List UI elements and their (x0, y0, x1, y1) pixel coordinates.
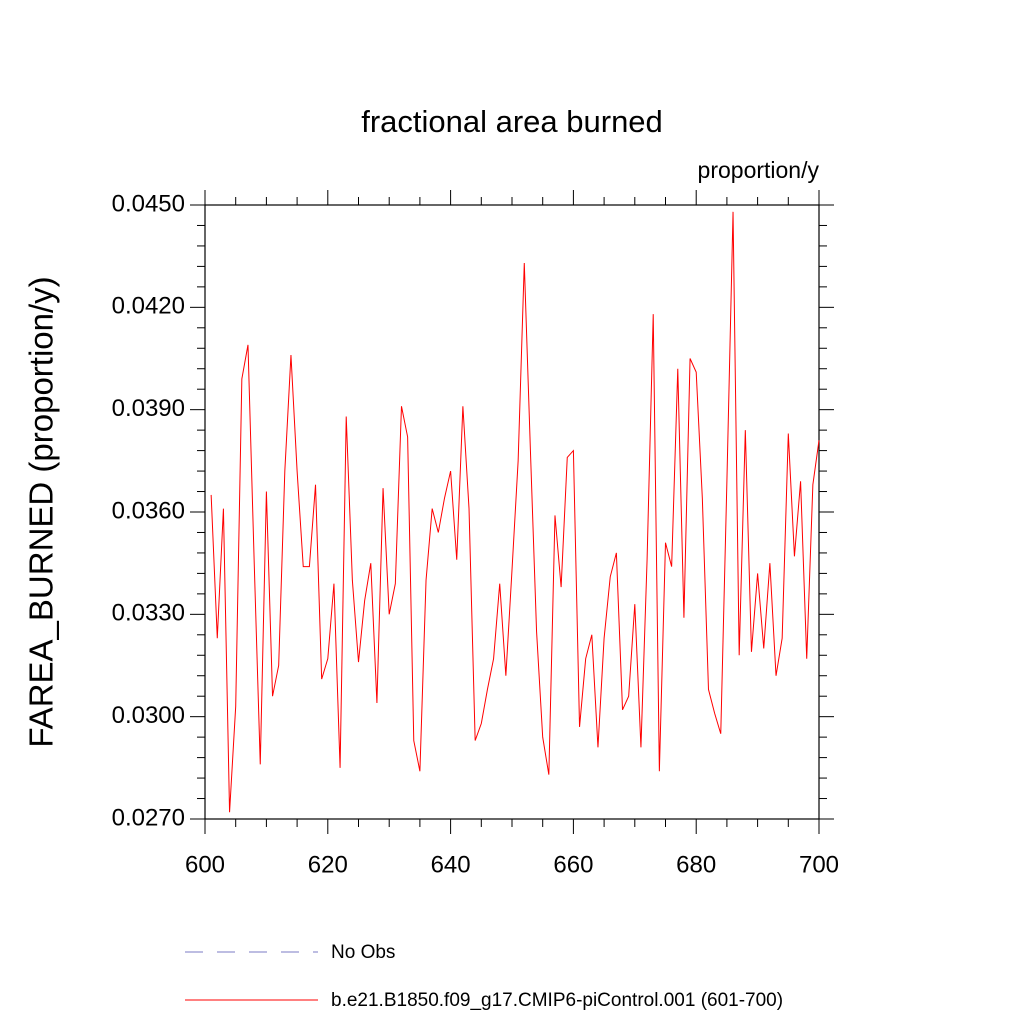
y-tick-label: 0.0360 (112, 497, 185, 524)
x-tick-label: 640 (431, 851, 471, 878)
y-tick-label: 0.0420 (112, 293, 185, 320)
x-tick-label: 700 (799, 851, 839, 878)
x-tick-label: 680 (676, 851, 716, 878)
x-tick-label: 600 (185, 851, 225, 878)
y-tick-label: 0.0300 (112, 702, 185, 729)
x-tick-label: 660 (553, 851, 593, 878)
plot-frame (204, 204, 820, 820)
legend-label: No Obs (331, 942, 395, 963)
chart-title: fractional area burned (361, 104, 663, 139)
chart-subtitle: proportion/y (698, 157, 820, 183)
y-tick-label: 0.0330 (112, 600, 185, 627)
x-tick-label: 620 (308, 851, 348, 878)
y-tick-label: 0.0270 (112, 804, 185, 831)
y-tick-label: 0.0450 (112, 190, 185, 217)
y-axis-label: FAREA_BURNED (proportion/y) (23, 276, 60, 747)
data-line (210, 211, 820, 813)
legend-label: b.e21.B1850.f09_g17.CMIP6-piControl.001 … (331, 990, 783, 1011)
y-tick-label: 0.0390 (112, 395, 185, 422)
